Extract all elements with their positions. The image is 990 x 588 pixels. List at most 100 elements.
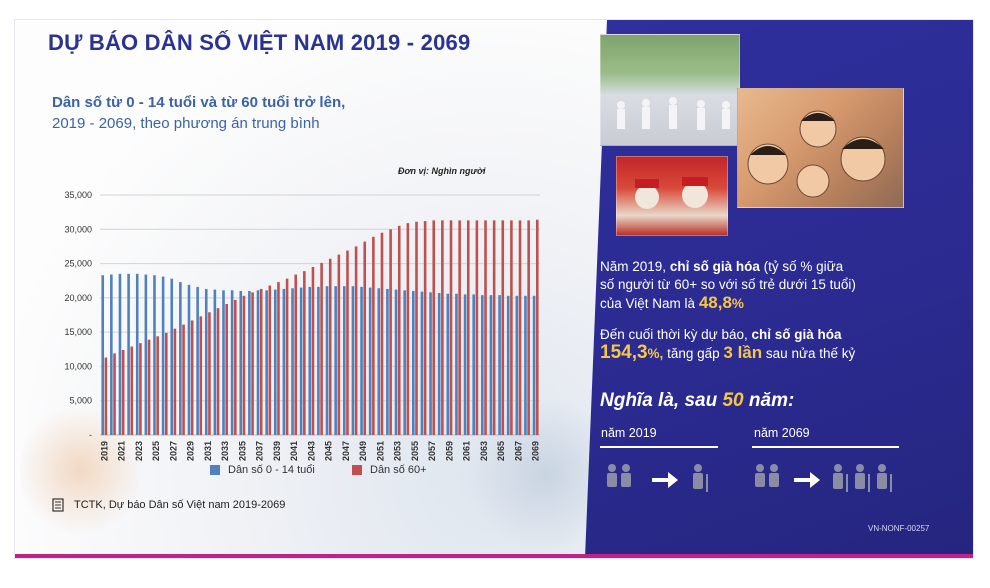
bar-young (515, 295, 519, 435)
bar-young (256, 290, 260, 435)
bar-old (380, 232, 384, 435)
bar-young (506, 295, 510, 435)
x-tick-label: 2049 (358, 441, 368, 461)
bar-young (222, 290, 225, 435)
bar-old (337, 254, 341, 435)
text-segment: số người từ 60+ so với số trẻ dưới 15 tu… (600, 277, 856, 292)
bar-young (170, 278, 174, 435)
y-tick-label: - (89, 430, 92, 440)
bar-old (501, 220, 505, 435)
compare-divider-right (752, 446, 899, 448)
bar-young (187, 284, 191, 435)
bar-old (216, 308, 220, 435)
text-segment: (tỷ số % giữa (763, 259, 844, 274)
bar-old (423, 221, 427, 435)
bar-young (360, 286, 363, 435)
page-title: DỰ BÁO DÂN SỐ VIỆT NAM 2019 - 2069 (48, 30, 471, 55)
bar-old (441, 220, 444, 435)
bar-old (492, 220, 496, 435)
bar-old (406, 223, 410, 435)
bar-old (346, 250, 349, 435)
bar-old (121, 349, 125, 435)
legend-item-old: Dân số 60+ (352, 464, 427, 476)
bar-old (389, 229, 392, 435)
aging-index-value-2069: 154,3 (600, 342, 648, 363)
bar-old (372, 236, 375, 435)
x-tick-label: 2029 (186, 441, 196, 461)
bar-young (127, 273, 130, 435)
bar-old (303, 271, 306, 435)
bar-young (524, 295, 527, 435)
bar-young (299, 287, 303, 435)
elderly-ceremony-illustration (635, 177, 708, 209)
bar-young (282, 288, 286, 435)
aging-index-2069: Đến cuối thời kỳ dự báo, chỉ số già hóa … (600, 326, 940, 363)
bar-young (308, 286, 312, 435)
bar-young (403, 290, 406, 435)
legend-swatch-old (352, 465, 362, 475)
bar-old (139, 343, 142, 435)
children-illustration (747, 110, 886, 198)
elderly-exercise-illustration (617, 97, 730, 130)
x-tick-label: 2065 (496, 441, 506, 461)
bar-young (230, 290, 234, 435)
bar-old (165, 332, 168, 435)
x-tick-label: 2021 (117, 441, 127, 461)
text-segment: Năm 2019, (600, 259, 667, 274)
compare-year-left: năm 2019 (601, 426, 657, 440)
bar-old (156, 336, 159, 435)
y-tick-label: 30,000 (64, 224, 92, 234)
x-tick-label: 2069 (531, 441, 541, 461)
percent-sign: %, (647, 346, 664, 361)
bar-young (204, 288, 208, 435)
bar-young (472, 294, 475, 435)
bar-old (527, 220, 530, 435)
bar-old (277, 282, 280, 435)
bar-old (466, 220, 470, 435)
bar-young (248, 291, 251, 435)
bar-young (101, 275, 105, 435)
population-bar-chart: - 5,000 10,000 15,000 20,000 25,000 30,000 35,0… (64, 190, 541, 461)
bar-young (420, 291, 424, 435)
text-bold: chỉ số già hóa (669, 259, 760, 274)
compare-year-right: năm 2069 (754, 426, 810, 440)
x-tick-label: 2035 (237, 441, 247, 461)
x-tick-label: 2039 (272, 441, 282, 461)
bar-old (242, 295, 246, 435)
legend-item-young: Dân số 0 - 14 tuổi (210, 464, 315, 476)
bar-old (190, 320, 194, 435)
bar-young (239, 291, 243, 435)
bar-old (518, 220, 522, 435)
bar-old (458, 220, 461, 435)
bar-old (363, 241, 367, 435)
bar-young (135, 273, 139, 435)
bar-young (342, 286, 346, 435)
bar-old (415, 221, 418, 435)
aging-index-2019: Năm 2019, chỉ số già hóa (tỷ số % giữa s… (600, 258, 930, 313)
photo-elderly-ceremony (616, 156, 728, 236)
x-tick-label: 2031 (203, 441, 213, 461)
y-tick-label: 20,000 (64, 293, 92, 303)
bar-young (377, 288, 381, 435)
bar-old (104, 357, 108, 435)
bar-old (208, 312, 211, 435)
y-tick-label: 15,000 (64, 327, 92, 337)
source-note: TCTK, Dự báo Dân số Việt nam 2019-2069 (52, 498, 285, 512)
meaning-years: 50 (722, 390, 744, 411)
bar-old (294, 274, 298, 435)
document-code: VN-NONF-00257 (868, 524, 930, 533)
bar-old (311, 267, 315, 435)
bar-young (317, 286, 320, 435)
legend-label-old: Dân số 60+ (370, 464, 427, 476)
x-tick-label: 2061 (462, 441, 472, 461)
source-text: TCTK, Dự báo Dân số Việt nam 2019-2069 (74, 499, 286, 511)
bar-old (251, 292, 254, 435)
x-tick-label: 2045 (324, 441, 334, 461)
bar-young (386, 288, 389, 435)
bar-old (432, 220, 436, 435)
bar-old (484, 220, 487, 435)
x-tick-label: 2037 (255, 441, 265, 461)
bar-old (199, 316, 203, 435)
meaning-prefix: Nghĩa là, sau (600, 390, 718, 411)
percent-sign: % (731, 296, 744, 311)
